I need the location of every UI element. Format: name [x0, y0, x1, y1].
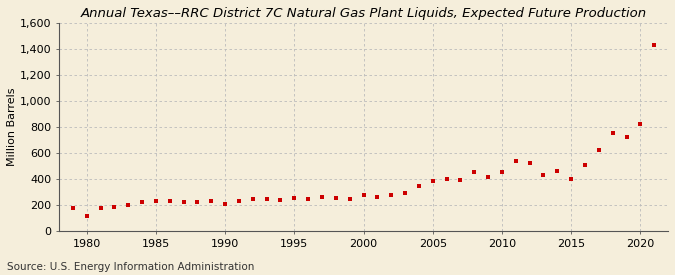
- Point: [427, 179, 438, 183]
- Y-axis label: Million Barrels: Million Barrels: [7, 87, 17, 166]
- Point: [192, 200, 202, 204]
- Point: [497, 170, 508, 175]
- Point: [317, 194, 327, 199]
- Point: [219, 202, 230, 206]
- Title: Annual Texas––RRC District 7C Natural Gas Plant Liquids, Expected Future Product: Annual Texas––RRC District 7C Natural Ga…: [80, 7, 647, 20]
- Point: [344, 196, 355, 201]
- Point: [247, 197, 258, 201]
- Point: [566, 177, 576, 181]
- Point: [386, 192, 397, 197]
- Point: [469, 170, 480, 174]
- Point: [109, 205, 119, 209]
- Point: [151, 198, 161, 203]
- Point: [358, 193, 369, 197]
- Point: [580, 163, 591, 167]
- Point: [538, 173, 549, 177]
- Point: [331, 196, 342, 200]
- Point: [621, 135, 632, 139]
- Point: [289, 196, 300, 200]
- Point: [303, 196, 314, 201]
- Point: [275, 198, 286, 202]
- Point: [164, 199, 175, 204]
- Point: [234, 199, 244, 204]
- Point: [95, 206, 106, 211]
- Point: [483, 175, 493, 179]
- Point: [178, 200, 189, 204]
- Point: [261, 196, 272, 201]
- Point: [649, 42, 659, 47]
- Point: [136, 200, 147, 204]
- Point: [68, 206, 78, 211]
- Point: [372, 194, 383, 199]
- Point: [400, 191, 410, 196]
- Point: [524, 161, 535, 166]
- Point: [510, 159, 521, 163]
- Point: [206, 198, 217, 203]
- Point: [81, 213, 92, 218]
- Point: [441, 177, 452, 181]
- Text: Source: U.S. Energy Information Administration: Source: U.S. Energy Information Administ…: [7, 262, 254, 272]
- Point: [552, 169, 563, 173]
- Point: [593, 147, 604, 152]
- Point: [455, 177, 466, 182]
- Point: [123, 203, 134, 207]
- Point: [608, 131, 618, 135]
- Point: [635, 121, 646, 126]
- Point: [414, 183, 425, 188]
